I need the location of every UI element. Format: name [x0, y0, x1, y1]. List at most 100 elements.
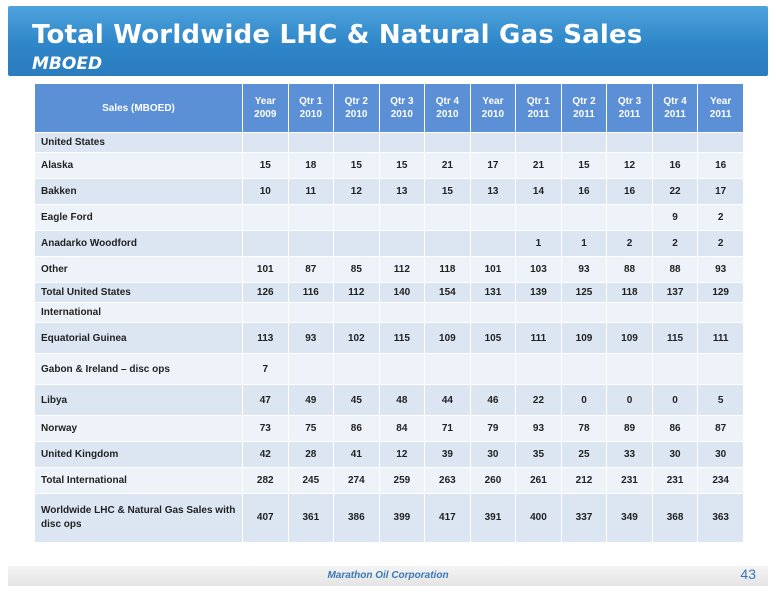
table-cell: 115 [378, 322, 426, 354]
table-cell: 118 [606, 282, 653, 303]
column-header-year: 2011 [664, 109, 686, 120]
column-header-year: 2010 [390, 109, 413, 120]
table-cell: 407 [242, 493, 289, 543]
column-header-year: 2011 [618, 109, 641, 120]
column-header-year: 2010 [345, 109, 368, 120]
table-cell [469, 353, 517, 385]
table-cell: 93 [515, 415, 562, 442]
table-cell: 129 [697, 282, 744, 303]
table-row: Gabon & Ireland – disc ops 7 [34, 353, 744, 385]
table-cell [560, 353, 608, 385]
table-cell: 111 [515, 322, 562, 354]
table-cell: 78 [560, 415, 608, 442]
column-header-period: Qtr 2 [344, 96, 368, 107]
column-header-period: Qtr 3 [390, 96, 414, 107]
table-cell: 2 [606, 230, 653, 257]
table-cell: 113 [242, 322, 289, 354]
row-label: Worldwide LHC & Natural Gas Sales with d… [34, 493, 243, 543]
table-cell: 125 [560, 282, 608, 303]
table-cell: 2 [697, 230, 744, 257]
table-cell [651, 302, 699, 323]
sales-table: Sales (MBOED) Year 2009 Qtr 1 2010 Qtr 2 2010… [34, 83, 744, 543]
table-cell: 12 [333, 178, 380, 205]
table-cell [242, 230, 289, 257]
table-cell [651, 353, 699, 385]
sales-column-header: Sales (MBOED) [34, 83, 243, 133]
table-cell: 47 [242, 384, 289, 416]
table-cell: 0 [651, 384, 699, 416]
table-cell: 16 [560, 178, 608, 205]
column-header-year: 2011 [573, 109, 595, 120]
column-header-period: Qtr 3 [617, 96, 642, 107]
table-cell: 41 [333, 441, 380, 468]
table-cell: 112 [333, 282, 380, 303]
table-cell [378, 302, 426, 323]
table-cell [424, 132, 471, 153]
table-body: United States Alaska 15 18 15 15 21 17 21 15 12 16 1… [34, 132, 744, 543]
table-cell: 140 [378, 282, 426, 303]
column-header: Qtr 3 2010 [378, 83, 426, 133]
table-cell: 30 [697, 441, 744, 468]
table-cell: 75 [287, 415, 335, 442]
row-label: Total International [34, 467, 243, 494]
table-cell: 261 [515, 467, 562, 494]
table-cell [424, 302, 471, 323]
table-cell: 12 [606, 152, 653, 179]
table-cell [287, 302, 335, 323]
table-cell: 260 [469, 467, 517, 494]
table-row: Worldwide LHC & Natural Gas Sales with d… [34, 493, 744, 543]
table-cell: 22 [515, 384, 562, 416]
table-cell: 109 [560, 322, 608, 354]
table-cell: 13 [469, 178, 517, 205]
table-cell: 109 [424, 322, 471, 354]
table-cell: 399 [378, 493, 426, 543]
row-label: International [34, 302, 243, 323]
table-cell [287, 353, 335, 385]
table-cell: 48 [378, 384, 426, 416]
table-cell: 73 [242, 415, 289, 442]
table-cell: 16 [697, 152, 744, 179]
table-cell: 115 [651, 322, 699, 354]
table-cell [287, 132, 335, 153]
table-cell: 79 [469, 415, 517, 442]
table-cell: 0 [606, 384, 653, 416]
table-cell: 39 [424, 441, 471, 468]
table-cell: 15 [560, 152, 608, 179]
table-cell [333, 353, 380, 385]
table-cell: 349 [606, 493, 653, 543]
table-row: United States [34, 132, 744, 153]
table-cell [469, 204, 517, 231]
table-cell: 139 [515, 282, 562, 303]
column-header-period: Qtr 4 [663, 96, 687, 107]
column-header: Qtr 3 2011 [606, 83, 653, 133]
table-cell [697, 302, 744, 323]
table-cell: 111 [697, 322, 744, 354]
table-row: Bakken 10 11 12 13 15 13 14 16 16 22 17 [34, 178, 744, 205]
table-cell: 35 [515, 441, 562, 468]
table-cell [560, 132, 608, 153]
row-label: Other [34, 256, 243, 283]
table-cell: 30 [651, 441, 699, 468]
table-cell: 49 [287, 384, 335, 416]
table-header-row: Sales (MBOED) Year 2009 Qtr 1 2010 Qtr 2 2010… [34, 83, 744, 133]
table-cell: 231 [606, 467, 653, 494]
table-row: Alaska 15 18 15 15 21 17 21 15 12 16 16 [34, 152, 744, 179]
row-label: Eagle Ford [34, 204, 243, 231]
table-cell: 9 [651, 204, 699, 231]
table-cell: 93 [560, 256, 608, 283]
row-label: Equatorial Guinea [34, 322, 243, 354]
table-cell: 88 [606, 256, 653, 283]
table-cell [242, 132, 289, 153]
table-cell: 137 [651, 282, 699, 303]
table-cell: 245 [287, 467, 335, 494]
table-cell [606, 132, 653, 153]
table-cell [560, 302, 608, 323]
table-cell: 45 [333, 384, 380, 416]
table-cell: 116 [287, 282, 335, 303]
table-cell [378, 353, 426, 385]
table-cell: 10 [242, 178, 289, 205]
table-cell [333, 132, 380, 153]
table-cell: 87 [697, 415, 744, 442]
row-label: Alaska [34, 152, 243, 179]
table-cell: 231 [651, 467, 699, 494]
